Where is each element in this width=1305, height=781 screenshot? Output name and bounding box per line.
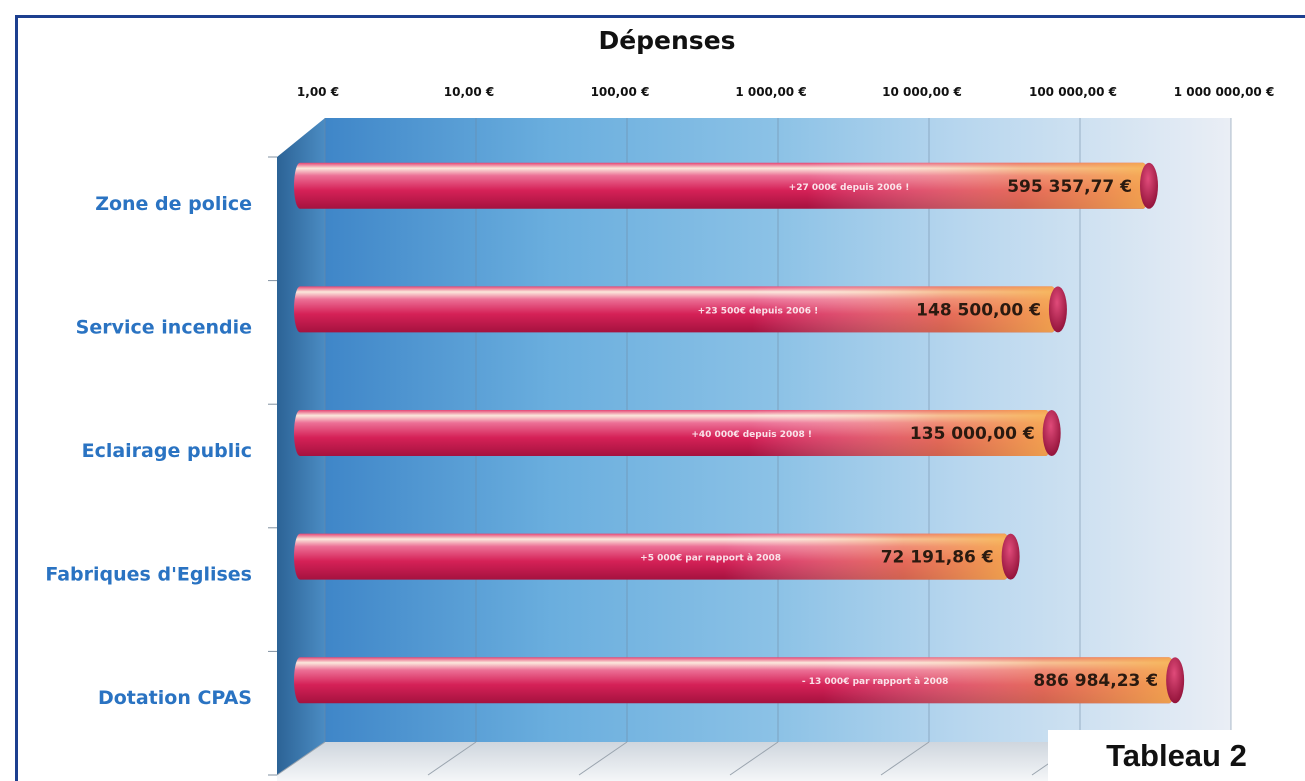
bar-note: +27 000€ depuis 2006 ! bbox=[789, 183, 910, 193]
bar-cap bbox=[1042, 410, 1061, 456]
bar-note: - 13 000€ par rapport à 2008 bbox=[802, 677, 949, 687]
bar-cap bbox=[1048, 286, 1067, 333]
bar-cap bbox=[1166, 657, 1185, 704]
category-label: Service incendie bbox=[76, 316, 252, 338]
bar-note: +23 500€ depuis 2006 ! bbox=[698, 306, 819, 316]
bar-value-label: 148 500,00 € bbox=[916, 300, 1041, 320]
bar-end-glow bbox=[294, 410, 1052, 456]
bar-group: +23 500€ depuis 2006 ! 148 500,00 € bbox=[294, 286, 1067, 333]
category-dividers bbox=[268, 156, 277, 776]
x-tick-label: 10 000,00 € bbox=[882, 85, 962, 99]
table-caption: Tableau 2 bbox=[1048, 730, 1305, 781]
bar-value-label: 886 984,23 € bbox=[1033, 671, 1158, 691]
bar-note: +5 000€ par rapport à 2008 bbox=[640, 554, 781, 564]
floor-grid-line bbox=[276, 741, 326, 776]
bar-group: +40 000€ depuis 2008 ! 135 000,00 € bbox=[294, 410, 1061, 456]
x-tick-label: 100 000,00 € bbox=[1029, 85, 1117, 99]
category-label: Fabriques d'Eglises bbox=[45, 564, 252, 586]
floor-grid-line bbox=[729, 741, 779, 776]
bar-value-label: 595 357,77 € bbox=[1007, 177, 1132, 197]
bar-end-glow bbox=[294, 162, 1149, 209]
floor-grid-line bbox=[427, 741, 477, 776]
chart-title: Dépenses bbox=[598, 26, 735, 55]
category-label: Eclairage public bbox=[82, 440, 252, 462]
category-labels: Zone de police Service incendie Eclairage … bbox=[45, 193, 252, 709]
category-label: Zone de police bbox=[95, 193, 252, 215]
bar-end-glow bbox=[294, 657, 1176, 704]
bar-group: +27 000€ depuis 2006 ! 595 357,77 € bbox=[294, 162, 1158, 209]
bar-group: +5 000€ par rapport à 2008 72 191,86 € bbox=[294, 533, 1020, 580]
bar-group: - 13 000€ par rapport à 2008 886 984,23 € bbox=[294, 657, 1185, 704]
bar-end-glow bbox=[294, 533, 1011, 580]
x-tick-label: 10,00 € bbox=[444, 85, 494, 99]
bar-value-label: 135 000,00 € bbox=[910, 424, 1035, 444]
x-tick-label: 1,00 € bbox=[297, 85, 339, 99]
x-tick-label: 1 000,00 € bbox=[735, 85, 806, 99]
bar-end-glow bbox=[294, 286, 1058, 333]
bar-cap bbox=[1139, 162, 1158, 209]
floor-grid-line bbox=[880, 741, 930, 776]
chart-frame bbox=[15, 15, 1305, 781]
bars: +27 000€ depuis 2006 ! 595 357,77 € +23 50… bbox=[294, 162, 1185, 704]
bar-note: +40 000€ depuis 2008 ! bbox=[691, 430, 812, 440]
category-label: Dotation CPAS bbox=[98, 687, 252, 709]
floor-grid-line bbox=[578, 741, 628, 776]
x-tick-label: 1 000 000,00 € bbox=[1174, 85, 1275, 99]
bar-cap bbox=[1001, 533, 1020, 580]
bar-value-label: 72 191,86 € bbox=[881, 548, 994, 568]
x-axis-ticks: 1,00 € 10,00 € 100,00 € 1 000,00 € 10 000,00… bbox=[297, 85, 1274, 99]
x-tick-label: 100,00 € bbox=[591, 85, 650, 99]
